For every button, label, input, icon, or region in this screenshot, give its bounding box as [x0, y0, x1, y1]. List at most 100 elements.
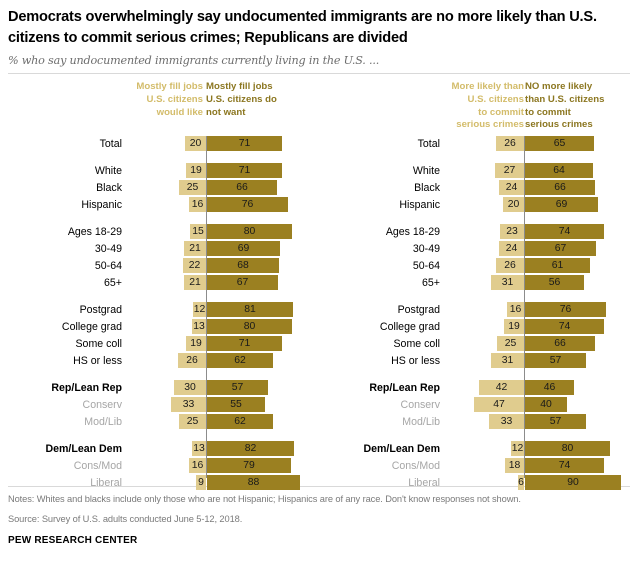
bar-right-value: 80: [207, 319, 292, 335]
bar-right-value: 66: [207, 180, 277, 196]
bar-right-value: 76: [525, 302, 606, 318]
row-label: Ages 18-29: [385, 226, 440, 239]
chart-row: Cons/Mod 18 74: [319, 458, 638, 475]
row-label: Cons/Mod: [391, 460, 440, 473]
chart-row: Ages 18-29 15 80: [0, 224, 319, 241]
chart-row: 50-64 26 61: [319, 258, 638, 275]
chart-row: Postgrad 16 76: [319, 302, 638, 319]
bar-right-value: 64: [525, 163, 593, 179]
legend-line: More likely than: [451, 81, 524, 93]
chart-row: Rep/Lean Rep 42 46: [319, 380, 638, 397]
bar-right-value: 56: [525, 275, 584, 291]
legend-line: to commit: [525, 106, 571, 118]
bar-left-value: 33: [171, 397, 206, 413]
bar-right-value: 66: [525, 180, 595, 196]
row-label: 30-49: [94, 243, 122, 256]
row-label: HS or less: [391, 355, 440, 368]
charts-container: Mostly fill jobs U.S. citizens would lik…: [0, 74, 638, 491]
row-label: Mod/Lib: [84, 416, 122, 429]
header-divider: [8, 73, 630, 75]
chart-row: Dem/Lean Dem 12 80: [319, 441, 638, 458]
row-label: 65+: [104, 277, 122, 290]
chart-row: HS or less 31 57: [319, 353, 638, 370]
bar-right-value: 74: [525, 319, 604, 335]
legend-line: not want: [206, 106, 246, 118]
bar-left-value: 19: [186, 336, 206, 352]
chart-row: Total 20 71: [0, 136, 319, 153]
row-label: 65+: [422, 277, 440, 290]
bar-left-value: 18: [505, 458, 524, 474]
chart-row: College grad 19 74: [319, 319, 638, 336]
chart-row: Rep/Lean Rep 30 57: [0, 380, 319, 397]
row-label: Liberal: [408, 477, 440, 490]
row-label: White: [94, 165, 122, 178]
chart-row: Liberal 9 88: [0, 475, 319, 492]
chart-row: College grad 13 80: [0, 319, 319, 336]
row-label: Conserv: [400, 399, 440, 412]
bar-left-value: 20: [503, 197, 524, 213]
bar-right-value: 66: [525, 336, 595, 352]
bar-right-value: 80: [207, 224, 292, 240]
bar-right-value: 82: [207, 441, 294, 457]
chart-row: Black 25 66: [0, 180, 319, 197]
bar-right-value: 46: [525, 380, 574, 396]
row-label: Conserv: [82, 399, 122, 412]
bar-right-value: 88: [207, 475, 300, 491]
row-label: White: [412, 165, 440, 178]
bar-right-value: 67: [525, 241, 596, 257]
bar-left-value: 16: [507, 302, 524, 318]
bar-right-value: 74: [525, 224, 604, 240]
footer-divider: [8, 486, 630, 488]
bar-right-value: 55: [207, 397, 265, 413]
bar-left-value: 31: [491, 275, 524, 291]
bar-left-value: 24: [499, 180, 524, 196]
legend-right-crimes: NO more likely than U.S. citizens to com…: [525, 81, 637, 132]
row-label: Cons/Mod: [73, 460, 122, 473]
row-label: 50-64: [94, 260, 122, 273]
chart-row: White 27 64: [319, 163, 638, 180]
bar-left-value: 20: [185, 136, 206, 152]
chart-row: White 19 71: [0, 163, 319, 180]
bar-left-value: 12: [511, 441, 524, 457]
row-label: Hispanic: [81, 199, 122, 212]
legend-line: NO more likely: [525, 81, 593, 93]
chart-row: Postgrad 12 81: [0, 302, 319, 319]
chart-row: Some coll 19 71: [0, 336, 319, 353]
bar-left-value: 12: [193, 302, 206, 318]
bar-left-value: 25: [179, 414, 206, 430]
bar-right-value: 68: [207, 258, 279, 274]
bar-left-value: 15: [190, 224, 206, 240]
row-label: Liberal: [90, 477, 122, 490]
bar-left-value: 27: [495, 163, 524, 179]
legend-line: would like: [156, 106, 203, 118]
legend-line: serious crimes: [456, 119, 524, 131]
bar-left-value: 6: [518, 475, 524, 491]
page-subtitle: % who say undocumented immigrants curren…: [8, 54, 380, 68]
bar-left-value: 24: [499, 241, 524, 257]
bar-left-value: 26: [496, 136, 524, 152]
row-label: Mod/Lib: [402, 416, 440, 429]
chart-panel-jobs: Mostly fill jobs U.S. citizens would lik…: [0, 74, 319, 491]
bar-left-value: 16: [189, 458, 206, 474]
bar-right-value: 79: [207, 458, 291, 474]
row-label: Ages 18-29: [67, 226, 122, 239]
bar-left-value: 26: [178, 353, 206, 369]
row-label: College grad: [379, 321, 440, 334]
bar-left-value: 33: [489, 414, 524, 430]
bar-right-value: 57: [525, 414, 586, 430]
legend-line: U.S. citizens do: [206, 94, 277, 106]
legend-line: than U.S. citizens: [525, 94, 605, 106]
bar-right-value: 69: [525, 197, 598, 213]
chart-row: Dem/Lean Dem 13 82: [0, 441, 319, 458]
bar-right-value: 62: [207, 353, 273, 369]
chart-rows-crimes: Total 26 65 White 27 64 Black 24 66 Hispanic 20 69 A…: [319, 136, 638, 492]
chart-row: Mod/Lib 25 62: [0, 414, 319, 431]
bar-right-value: 90: [525, 475, 621, 491]
chart-row: Black 24 66: [319, 180, 638, 197]
legend-line: U.S. citizens: [467, 94, 524, 106]
bar-left-value: 25: [179, 180, 206, 196]
chart-row: HS or less 26 62: [0, 353, 319, 370]
bar-right-value: 71: [207, 336, 282, 352]
bar-left-value: 25: [497, 336, 524, 352]
